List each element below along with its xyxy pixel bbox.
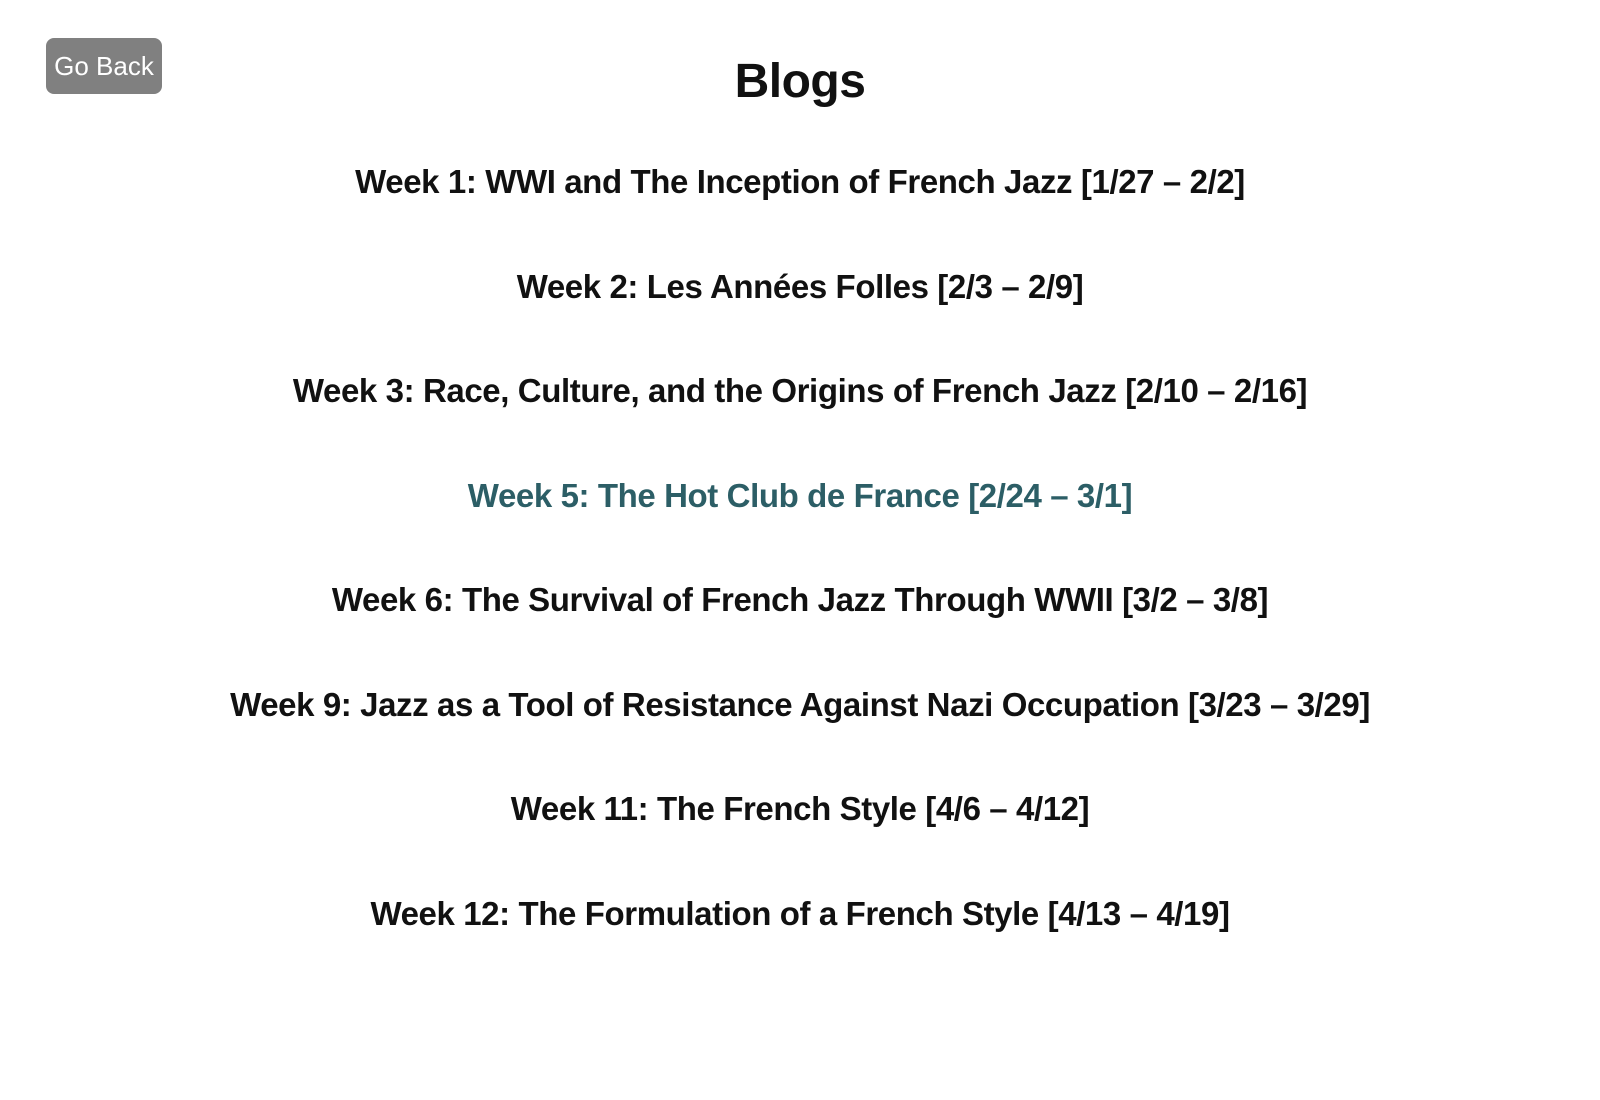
list-item: Week 3: Race, Culture, and the Origins o… xyxy=(0,369,1600,474)
blog-link-week-9[interactable]: Week 9: Jazz as a Tool of Resistance Aga… xyxy=(230,685,1370,723)
list-item: Week 6: The Survival of French Jazz Thro… xyxy=(0,578,1600,683)
blog-link-week-3[interactable]: Week 3: Race, Culture, and the Origins o… xyxy=(292,372,1308,409)
list-item: Week 5: The Hot Club de France [2/24 – 3… xyxy=(0,474,1600,579)
list-item: Week 11: The French Style [4/6 – 4/12] xyxy=(0,787,1600,892)
blog-link-week-11[interactable]: Week 11: The French Style [4/6 – 4/12] xyxy=(510,790,1090,827)
list-item: Week 12: The Formulation of a French Sty… xyxy=(0,892,1600,997)
blog-link-week-12[interactable]: Week 12: The Formulation of a French Sty… xyxy=(370,894,1230,932)
blog-list: Week 1: WWI and The Inception of French … xyxy=(0,160,1600,996)
blog-link-week-1[interactable]: Week 1: WWI and The Inception of French … xyxy=(355,163,1245,200)
blog-link-week-2[interactable]: Week 2: Les Années Folles [2/3 – 2/9] xyxy=(516,267,1084,305)
list-item: Week 1: WWI and The Inception of French … xyxy=(0,160,1600,265)
list-item: Week 2: Les Années Folles [2/3 – 2/9] xyxy=(0,265,1600,370)
list-item: Week 9: Jazz as a Tool of Resistance Aga… xyxy=(0,683,1600,788)
blog-link-week-6[interactable]: Week 6: The Survival of French Jazz Thro… xyxy=(331,581,1269,618)
go-back-button[interactable]: Go Back xyxy=(46,38,162,94)
page-title: Blogs xyxy=(734,55,866,108)
blog-link-week-5[interactable]: Week 5: The Hot Club de France [2/24 – 3… xyxy=(467,476,1133,514)
